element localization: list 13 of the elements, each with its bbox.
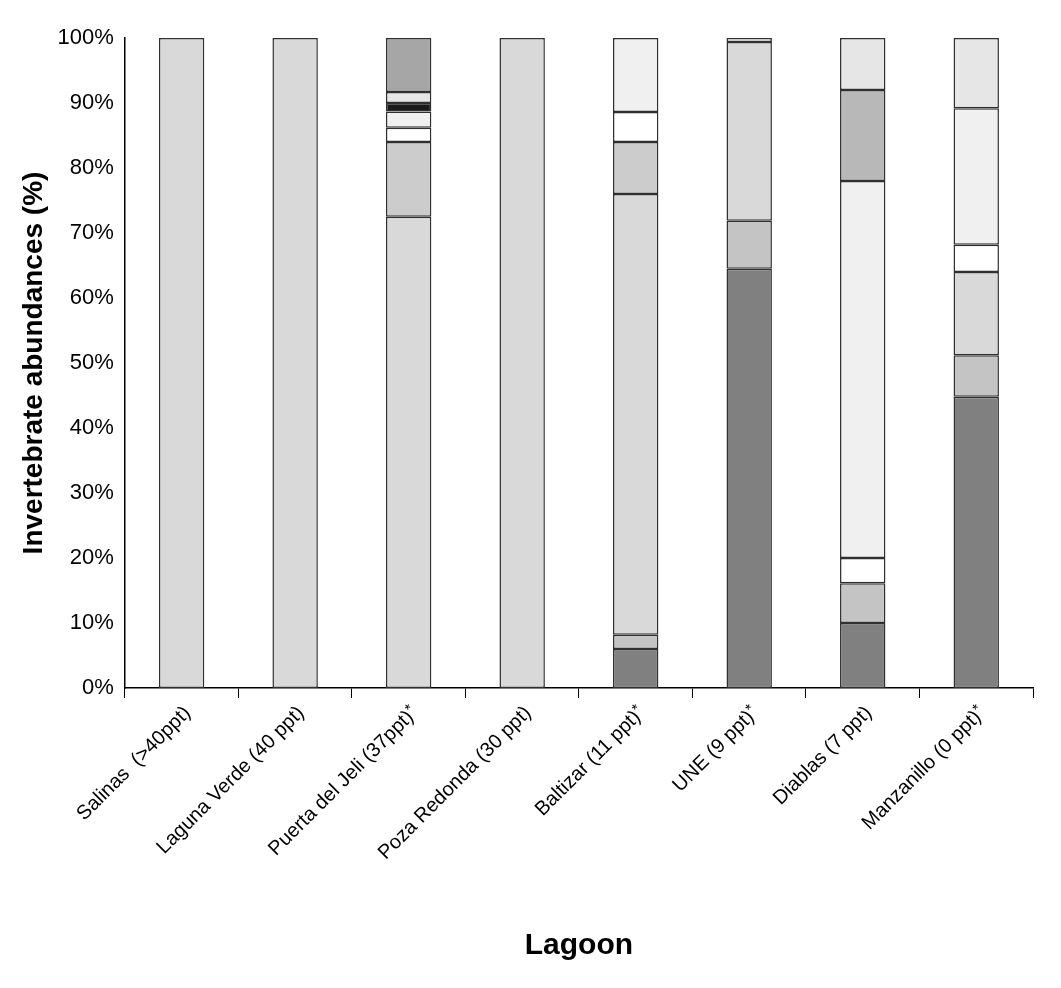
y-tick-label: 70% [69, 219, 114, 245]
y-tick-label: 60% [69, 284, 114, 310]
y-tick-label: 40% [69, 414, 114, 440]
y-tick-label: 50% [69, 349, 114, 375]
y-tick-label: 90% [69, 89, 114, 115]
y-tick-label: 30% [69, 479, 114, 505]
y-tick-label: 20% [69, 544, 114, 570]
x-axis-title: Lagoon [524, 927, 634, 961]
y-tick-label: 80% [69, 154, 114, 180]
y-tick-label: 10% [69, 609, 114, 635]
y-tick-label: 0% [82, 674, 114, 700]
y-tick-label: 100% [57, 24, 114, 50]
y-axis-title: Invertebrate abundances (%) [16, 171, 48, 555]
